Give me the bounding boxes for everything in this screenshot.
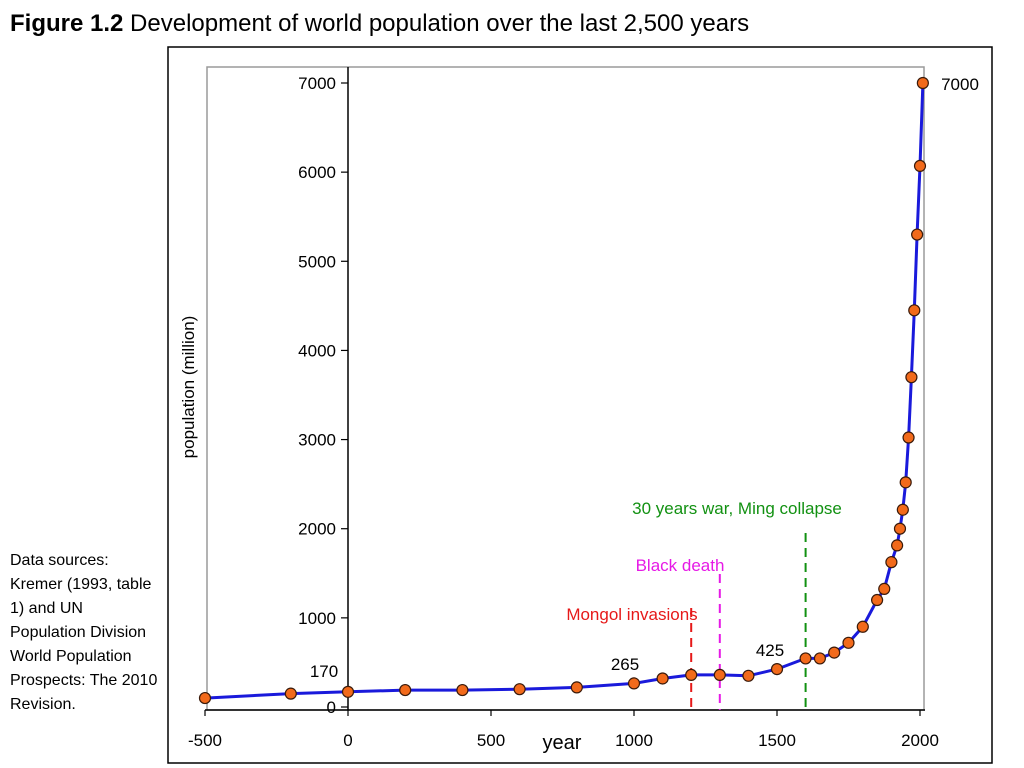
y-tick-label: 1000	[298, 609, 336, 628]
x-tick-label: 1000	[615, 731, 653, 750]
data-label: 170	[310, 662, 338, 681]
data-point	[828, 646, 841, 659]
x-tick-label: 1500	[758, 731, 796, 750]
data-point	[856, 620, 869, 633]
event-label: 30 years war, Ming collapse	[632, 499, 842, 518]
data-point	[456, 683, 469, 697]
data-point	[896, 503, 909, 516]
x-axis-title: year	[543, 732, 582, 754]
data-point	[908, 304, 921, 317]
event-label: Black death	[636, 556, 725, 575]
data-point	[513, 683, 526, 696]
data-point	[742, 669, 755, 682]
data-point	[341, 685, 355, 698]
y-axis-title: population (million)	[179, 316, 198, 459]
chart-border	[167, 46, 993, 764]
data-point	[813, 652, 827, 665]
x-tick-label: 0	[343, 731, 352, 750]
data-label: 265	[611, 655, 639, 674]
data-label: 425	[756, 641, 784, 660]
data-point	[842, 636, 855, 649]
y-tick-label: 4000	[298, 341, 336, 360]
data-point	[284, 687, 297, 700]
figure-label: Figure 1.2	[10, 10, 124, 37]
data-label: 7000	[941, 75, 979, 94]
y-tick-label: 3000	[298, 431, 336, 450]
x-tick-label: -500	[188, 731, 222, 750]
data-point	[870, 593, 884, 607]
data-sources-note: Data sources: Kremer (1993, table 1) and…	[10, 552, 158, 713]
data-point	[799, 652, 812, 665]
data-point	[570, 681, 583, 694]
data-point	[905, 371, 918, 384]
data-point	[878, 582, 891, 595]
data-point	[899, 476, 912, 489]
data-point	[911, 228, 924, 241]
data-point	[916, 76, 929, 90]
data-point	[685, 668, 698, 682]
data-point	[198, 691, 212, 705]
data-point	[893, 522, 907, 535]
data-point	[885, 556, 898, 569]
x-tick-label: 500	[477, 731, 505, 750]
data-point	[891, 539, 904, 552]
data-point	[913, 159, 927, 173]
y-tick-label: 2000	[298, 520, 336, 539]
data-point	[713, 668, 726, 682]
figure-title: Figure 1.2 Development of world populati…	[10, 10, 749, 38]
data-point	[656, 672, 669, 685]
figure-caption: Development of world population over the…	[130, 10, 750, 37]
y-tick-label: 0	[327, 698, 336, 717]
y-tick-label: 7000	[298, 74, 336, 93]
y-tick-label: 6000	[298, 163, 336, 182]
data-point	[770, 663, 784, 676]
data-point	[902, 431, 915, 444]
x-tick-label: 2000	[901, 731, 939, 750]
y-tick-label: 5000	[298, 252, 336, 271]
event-label: Mongol invasions	[566, 605, 697, 624]
data-point	[399, 683, 412, 697]
data-point	[627, 677, 641, 690]
